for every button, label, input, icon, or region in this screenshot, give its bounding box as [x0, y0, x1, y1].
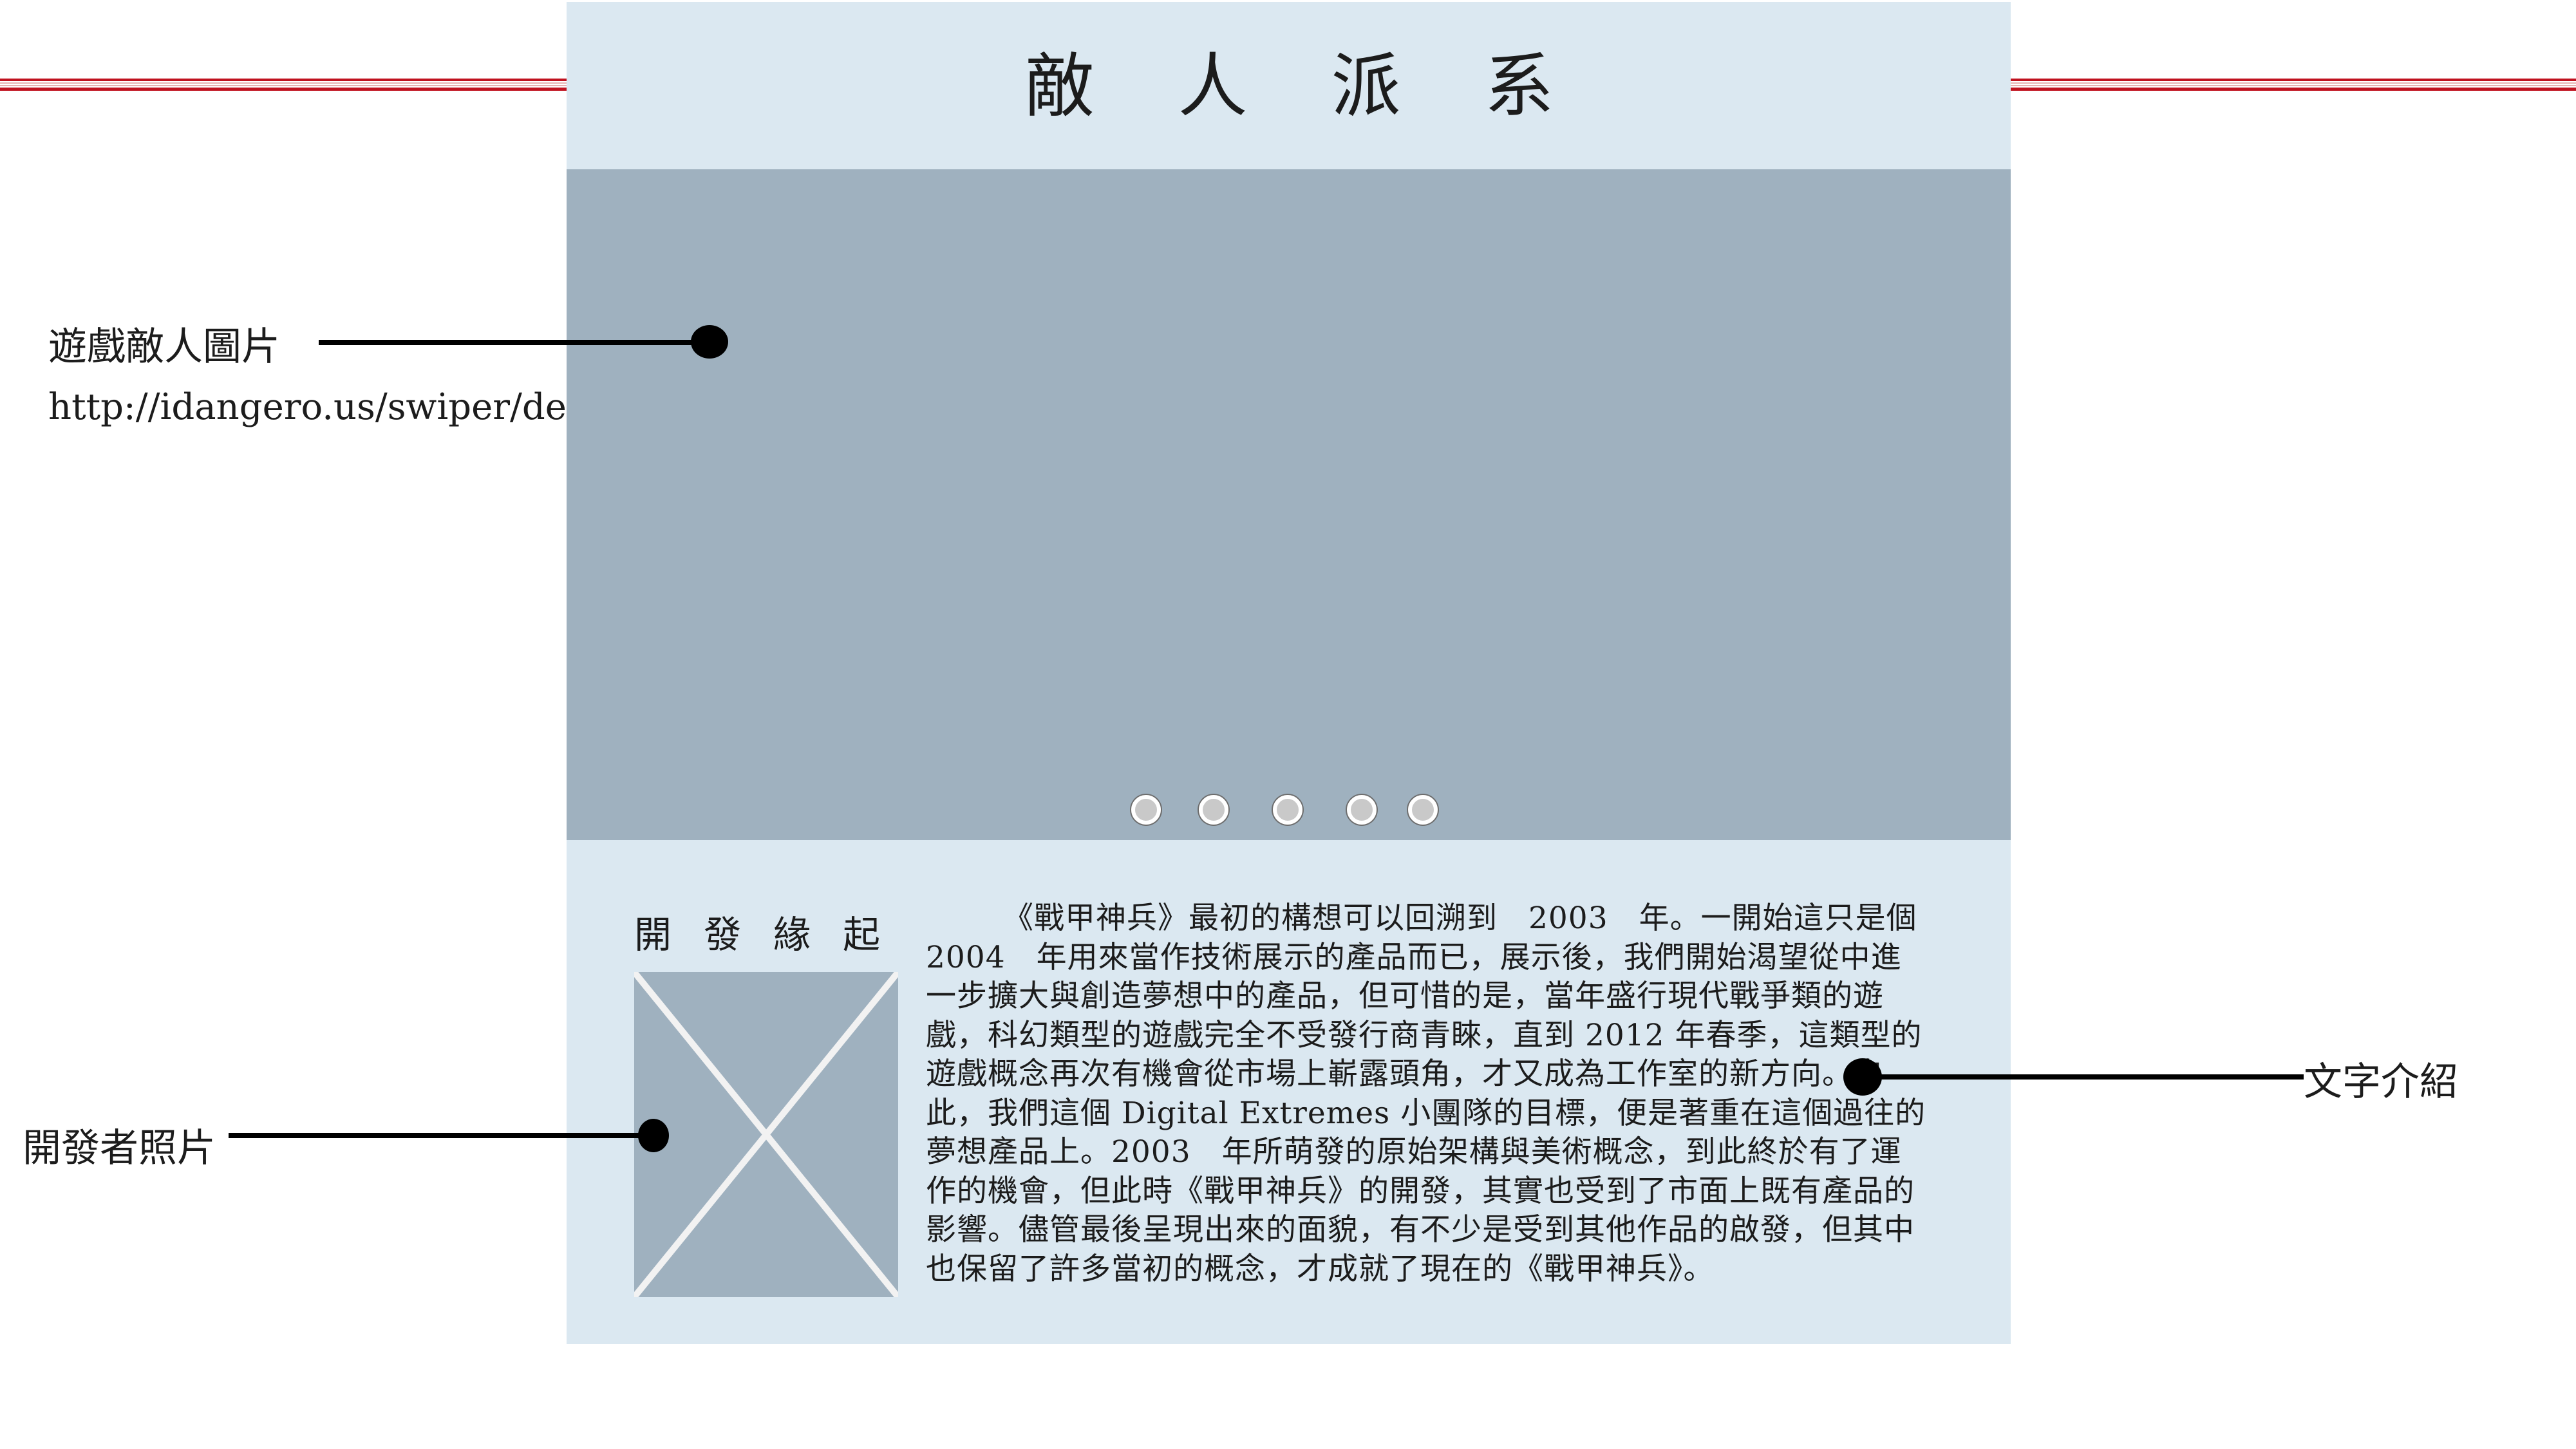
- enemy-image-slider[interactable]: [567, 169, 2011, 840]
- developer-photo-placeholder: [634, 972, 898, 1297]
- image-placeholder-icon: [634, 972, 898, 1297]
- pagination-dot[interactable]: [1408, 795, 1438, 825]
- pagination-dot[interactable]: [1199, 795, 1228, 825]
- header-rule-right: [1571, 79, 2576, 93]
- enemy-image-url: http://idangero.us/swiper/demos/: [48, 386, 567, 428]
- enemy-image-label: 遊戲敵人圖片: [48, 324, 280, 369]
- text-intro-label: 文字介紹: [2304, 1060, 2458, 1105]
- header-rule-left: [0, 79, 1008, 93]
- origin-section-title: 開發緣起: [634, 913, 913, 957]
- page-title: 敵人派系: [1024, 46, 1638, 127]
- pagination-dot[interactable]: [1131, 795, 1161, 825]
- origin-intro-text: 《戰甲神兵》最初的構想可以回溯到 2003 年。一開始這只是個 2004 年用來…: [926, 901, 1926, 1287]
- pagination-dot[interactable]: [1347, 795, 1377, 825]
- pagination-dot[interactable]: [1273, 795, 1302, 825]
- developer-photo-label: 開發者照片: [23, 1126, 216, 1171]
